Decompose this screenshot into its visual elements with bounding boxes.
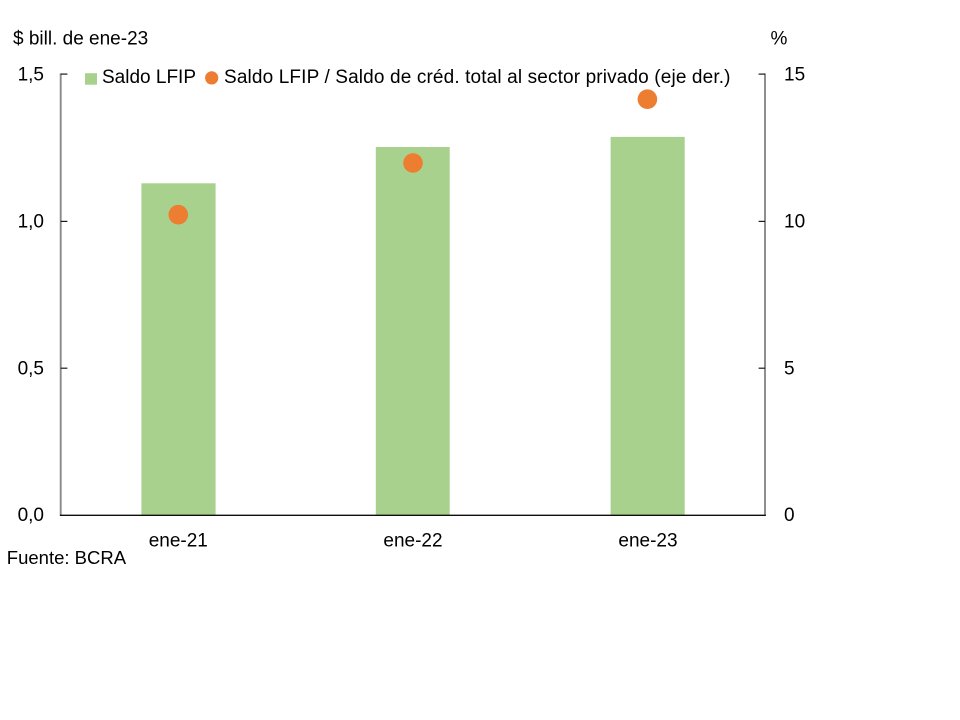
- svg-text:Saldo LFIP: Saldo LFIP: [102, 67, 196, 88]
- svg-text:1,0: 1,0: [18, 212, 44, 233]
- svg-text:0,0: 0,0: [18, 505, 44, 526]
- svg-text:$ bill. de ene-23: $ bill. de ene-23: [13, 29, 148, 50]
- svg-text:ene-22: ene-22: [383, 531, 442, 552]
- svg-text:5: 5: [784, 359, 795, 380]
- svg-text:Fuente: BCRA: Fuente: BCRA: [7, 547, 127, 568]
- svg-text:%: %: [771, 29, 788, 50]
- svg-text:0: 0: [784, 505, 795, 526]
- svg-text:10: 10: [784, 212, 805, 233]
- svg-text:Saldo LFIP / Saldo de créd. to: Saldo LFIP / Saldo de créd. total al sec…: [224, 67, 731, 88]
- svg-text:0,5: 0,5: [18, 359, 44, 380]
- svg-text:ene-21: ene-21: [149, 531, 208, 552]
- svg-text:1,5: 1,5: [18, 65, 44, 86]
- svg-text:15: 15: [784, 65, 805, 86]
- svg-text:ene-23: ene-23: [618, 531, 677, 552]
